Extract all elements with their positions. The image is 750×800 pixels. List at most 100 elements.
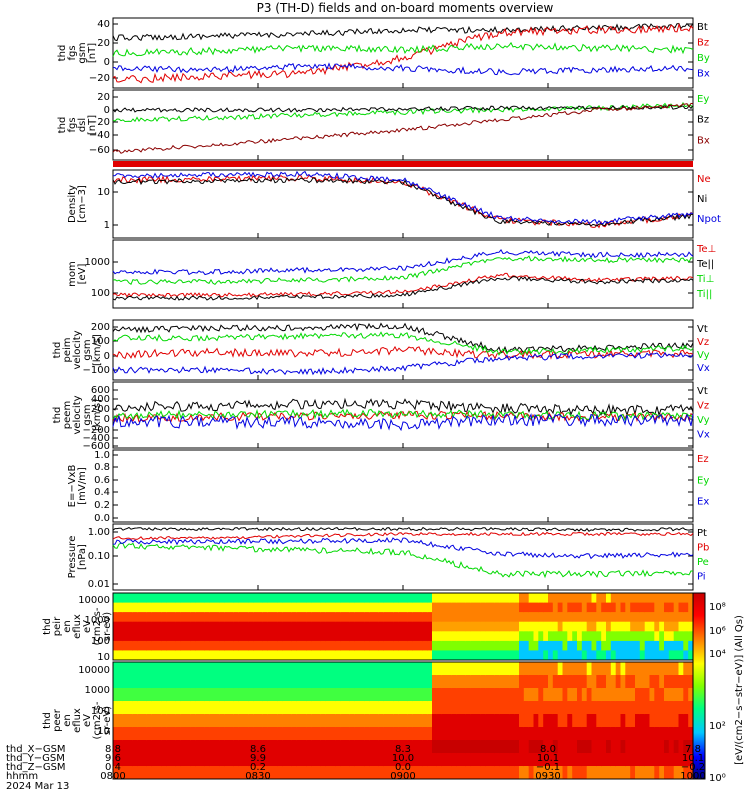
spec-cell [287,675,293,689]
spec-cell [654,662,660,676]
spec-cell [591,740,597,754]
spec-cell [519,631,525,642]
spec-cell [451,612,457,623]
spec-cell [180,727,186,741]
spec-cell [248,602,254,613]
spec-cell [596,621,602,632]
spec-cell [654,631,660,642]
spec-cell [132,740,138,754]
spec-cell [224,631,230,642]
spec-cell [485,631,491,642]
spec-cell [277,612,283,623]
spec-cell [214,714,220,728]
spec-cell [238,640,244,651]
spec-cell [562,650,568,661]
spec-cell [407,640,414,651]
spec-cell [190,593,196,604]
ytick-label: 0.6 [94,475,110,486]
spec-cell [688,714,694,728]
spec-cell [490,675,496,689]
spec-cell [543,688,549,702]
spec-cell [340,640,346,651]
spec-cell [282,631,288,642]
spec-cell [664,621,670,632]
spec-cell [610,714,617,728]
spec-cell [668,593,675,604]
spec-cell [287,621,293,632]
spec-cell [229,650,235,661]
spec-cell [586,640,592,651]
spec-cell [378,701,385,715]
spec-cell [233,593,240,604]
spec-cell [349,650,356,661]
spec-cell [258,640,264,651]
spec-cell [403,640,409,651]
colorbar-tick: 10⁴ [709,649,726,660]
spec-cell [688,640,694,651]
spec-cell [117,727,124,741]
spec-cell [325,593,331,604]
spec-cell [369,753,375,767]
spec-cell [113,662,119,676]
spec-cell [625,675,631,689]
spec-cell [243,602,249,613]
spec-cell [316,650,322,661]
spec-cell [364,621,370,632]
spec-cell [171,740,177,754]
spec-cell [166,688,172,702]
spec-cell [509,740,515,754]
panel-frame-temp [112,239,694,309]
spec-cell [248,675,254,689]
spec-cell [635,753,641,767]
spec-cell [620,621,626,632]
spec-cell [441,688,447,702]
spec-cell [436,662,443,676]
spec-cell [267,602,273,613]
spec-cell [345,593,351,604]
spec-cell [427,650,433,661]
spec-cell [175,675,182,689]
spec-cell [185,766,191,780]
spec-cell [407,602,414,613]
spec-cell [185,727,191,741]
spec-cell [374,714,380,728]
spec-cell [664,688,670,702]
spec-cell [243,714,249,728]
spec-cell [113,688,119,702]
spec-cell [620,593,626,604]
spec-cell [499,593,505,604]
spec-cell [209,753,215,767]
spec-cell [320,714,327,728]
spec-cell [659,650,665,661]
ytick-label: 0 [104,57,110,68]
spec-cell [209,612,215,623]
spec-cell [127,631,133,642]
spec-cell [586,593,592,604]
spec-cell [388,650,394,661]
spec-cell [427,621,433,632]
spec-cell [316,727,322,741]
spec-cell [398,714,404,728]
spec-cell [417,688,423,702]
spec-cell [548,766,554,780]
spec-cell [398,602,404,613]
spec-cell [538,727,544,741]
spec-cell [354,640,360,651]
spec-cell [451,602,457,613]
spec-cell [262,688,269,702]
spec-cell [504,727,510,741]
ephem-value: 1000 [680,771,705,782]
spec-cell [349,701,356,715]
spec-cell [166,740,172,754]
spec-cell [639,662,646,676]
spec-cell [359,675,365,689]
spec-cell [122,701,128,715]
spec-cell [219,701,225,715]
spec-cell [659,602,665,613]
spec-cell [190,631,196,642]
spec-cell [557,602,563,613]
spec-cell [417,640,423,651]
spec-cell [195,753,201,767]
spec-cell [243,727,249,741]
spec-cell [552,662,559,676]
